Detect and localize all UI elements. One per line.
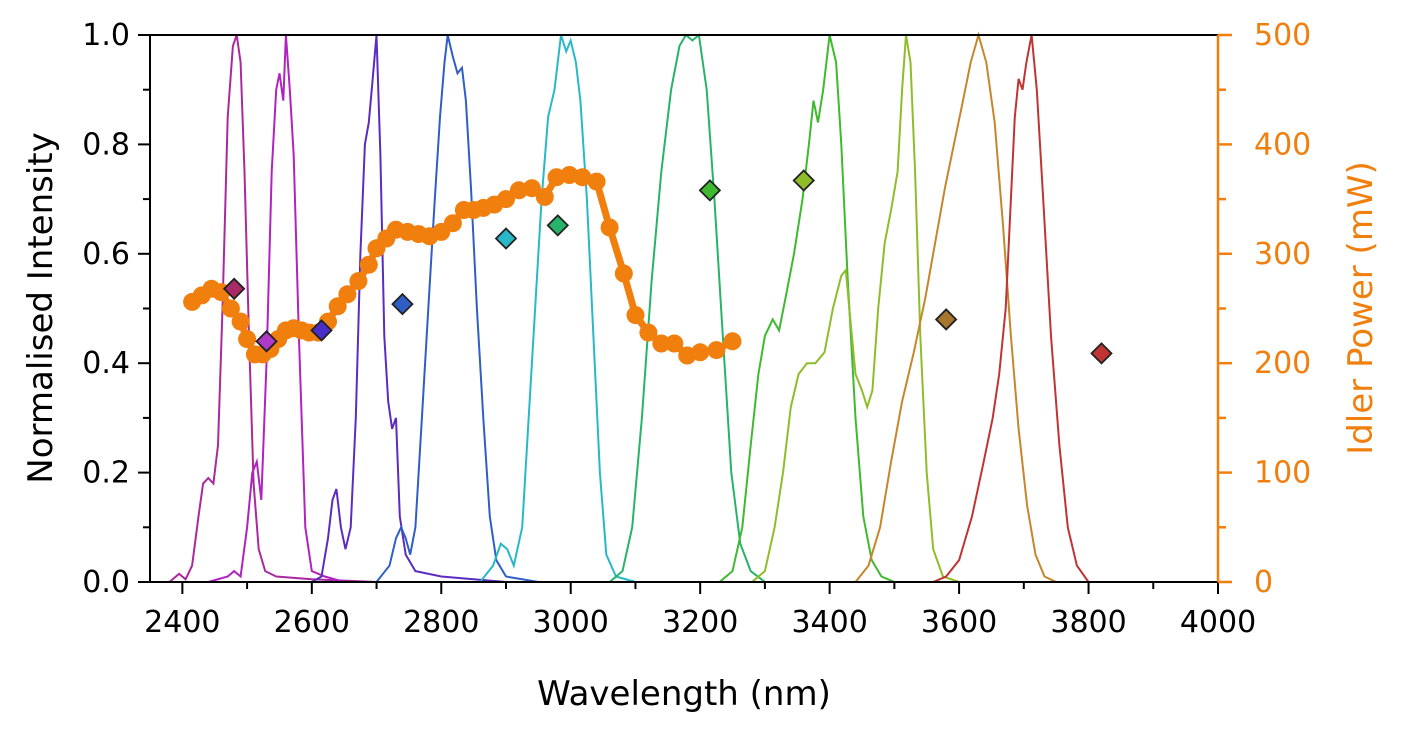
y2-tick-label: 400 xyxy=(1254,127,1311,162)
idler-power-point-51 xyxy=(723,332,742,351)
power-series-layer xyxy=(183,166,742,365)
diamond-marker-10 xyxy=(1090,342,1113,365)
x-tick-label-2400: 2400 xyxy=(144,605,220,640)
diamond-marker-6 xyxy=(546,214,570,237)
diamond-marker-2 xyxy=(255,330,278,353)
spectra-layer xyxy=(168,31,1090,583)
spectrum-line-10 xyxy=(932,34,1090,583)
marker-layer xyxy=(222,169,1113,365)
x-tick-label-3600: 3600 xyxy=(921,605,997,640)
x-tick-label-3800: 3800 xyxy=(1050,605,1126,640)
idler-power-point-41 xyxy=(587,172,606,191)
y-axis-title: Normalised Intensity xyxy=(21,132,61,483)
diamond-marker-4 xyxy=(391,292,414,316)
idler-power-point-37 xyxy=(535,187,554,206)
y-tick-label: 1.0 xyxy=(82,18,130,53)
x-tick-label-3400: 3400 xyxy=(791,605,867,640)
spectrum-line-5 xyxy=(479,34,636,583)
x-tick-label-2600: 2600 xyxy=(274,605,350,640)
y-tick-label: 0.2 xyxy=(82,456,130,491)
idler-power-point-43 xyxy=(614,264,633,283)
spectrum-line-4 xyxy=(375,34,539,583)
idler-power-point-5 xyxy=(221,299,240,318)
diamond-marker-1 xyxy=(222,277,246,301)
spectrum-line-7 xyxy=(718,34,895,583)
idler-power-point-19 xyxy=(338,285,357,304)
spectrum-line-8 xyxy=(751,34,960,583)
y2-tick-label: 100 xyxy=(1254,456,1311,491)
spectrum-line-9 xyxy=(854,31,1057,583)
diamond-marker-9 xyxy=(934,308,958,331)
idler-power-point-20 xyxy=(349,272,368,291)
y2-tick-label: 200 xyxy=(1254,346,1311,381)
idler-power-point-45 xyxy=(639,323,658,342)
idler-power-point-36 xyxy=(522,179,541,198)
diamond-marker-7 xyxy=(698,179,722,202)
x-tick-label-3200: 3200 xyxy=(662,605,738,640)
x-tick-label-2800: 2800 xyxy=(403,605,479,640)
idler-power-point-40 xyxy=(573,168,592,187)
idler-power-point-49 xyxy=(691,343,710,362)
y2-axis-title: Idler Power (mW) xyxy=(1341,161,1381,455)
y2-tick-label: 500 xyxy=(1254,18,1311,53)
idler-power-point-42 xyxy=(600,218,619,237)
idler-power-point-50 xyxy=(707,341,726,360)
y-tick-label: 0.6 xyxy=(82,237,130,272)
idler-power-point-29 xyxy=(443,214,462,233)
x-tick-label-3000: 3000 xyxy=(533,605,609,640)
idler-power-point-7 xyxy=(238,330,257,349)
diamond-marker-5 xyxy=(494,227,518,250)
idler-power-point-44 xyxy=(626,306,645,325)
spectrum-line-3 xyxy=(311,34,507,583)
y2-tick-label: 300 xyxy=(1254,237,1311,272)
x-axis-title: Wavelength (nm) xyxy=(537,674,831,714)
spectrum-line-6 xyxy=(608,33,766,583)
y-tick-label: 0.8 xyxy=(82,127,130,162)
y-tick-label: 0.0 xyxy=(82,565,130,600)
idler-power-point-6 xyxy=(231,312,250,331)
spectrum-line-1 xyxy=(168,34,377,583)
spectrum-line-2 xyxy=(208,34,345,583)
idler-power-point-46 xyxy=(652,334,671,353)
plot-frame xyxy=(149,34,1219,583)
y2-tick-label: 0 xyxy=(1254,565,1273,600)
diamond-marker-3 xyxy=(310,319,333,342)
idler-power-point-47 xyxy=(665,334,684,353)
x-tick-label-4000: 4000 xyxy=(1180,605,1256,640)
ticks-layer: 2400 2600 2800 3000 3200 3400 3600 3800 40000.00… xyxy=(82,18,1311,640)
idler-power-point-21 xyxy=(359,255,378,274)
y-tick-label: 0.4 xyxy=(82,346,130,381)
idler-power-point-18 xyxy=(328,297,347,316)
diamond-marker-8 xyxy=(792,169,816,192)
idler-power-point-34 xyxy=(497,190,515,209)
